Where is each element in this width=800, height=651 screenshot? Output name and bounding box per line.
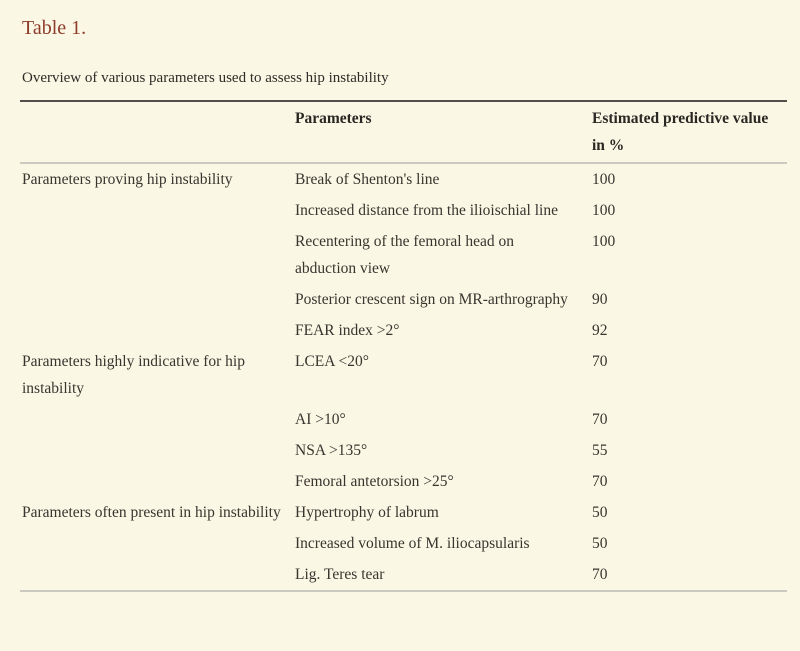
group-label-cell [20, 284, 293, 315]
table-title: Table 1. [22, 17, 87, 39]
parameter-cell: NSA >135° [295, 442, 368, 459]
header-row: Parameters Estimated predictive value in… [20, 101, 787, 164]
group-label-cell: Parameters proving hip instability [22, 171, 233, 188]
value-cell: 90 [592, 291, 608, 308]
group-label-cell [20, 435, 293, 466]
parameter-cell: LCEA <20° [295, 353, 369, 370]
value-cell: 70 [592, 353, 608, 370]
parameter-cell: Femoral antetorsion >25° [295, 473, 454, 490]
value-cell: 100 [592, 202, 616, 219]
table-row: Recentering of the femoral head on abduc… [20, 226, 787, 284]
parameter-cell: Increased volume of M. iliocapsularis [295, 535, 530, 552]
parameter-cell: Recentering of the femoral head on abduc… [295, 233, 515, 277]
value-cell: 55 [592, 442, 608, 459]
value-cell: 100 [592, 233, 616, 250]
table-row: Femoral antetorsion >25° 70 [20, 466, 787, 497]
parameter-cell: Increased distance from the ilioischial … [295, 202, 558, 219]
table-row: NSA >135° 55 [20, 435, 787, 466]
parameter-cell: FEAR index >2° [295, 322, 400, 339]
header-parameters: Parameters [293, 101, 590, 164]
group-label-cell [20, 226, 293, 284]
value-cell: 70 [592, 473, 608, 490]
parameter-cell: Break of Shenton's line [295, 171, 440, 188]
group-label-cell: Parameters often present in hip instabil… [22, 504, 281, 521]
group-label-cell [20, 404, 293, 435]
parameter-cell: Posterior crescent sign on MR-arthrograp… [295, 291, 568, 308]
group-label-cell [20, 559, 293, 591]
table-row: Increased distance from the ilioischial … [20, 195, 787, 226]
table-section: Table 1. Overview of various parameters … [20, 14, 787, 592]
value-cell: 92 [592, 322, 608, 339]
table-row: FEAR index >2° 92 [20, 315, 787, 346]
parameter-cell: Lig. Teres tear [295, 566, 385, 583]
table-row: Parameters proving hip instability Break … [20, 163, 787, 195]
value-cell: 70 [592, 411, 608, 428]
value-cell: 50 [592, 535, 608, 552]
table-row: Increased volume of M. iliocapsularis 50 [20, 528, 787, 559]
parameter-cell: AI >10° [295, 411, 346, 428]
table-row: Posterior crescent sign on MR-arthrograp… [20, 284, 787, 315]
table-header: Parameters Estimated predictive value in… [20, 101, 787, 164]
value-cell: 70 [592, 566, 608, 583]
table-row: Lig. Teres tear 70 [20, 559, 787, 591]
parameters-table: Parameters Estimated predictive value in… [20, 100, 787, 592]
table-body: Parameters proving hip instability Break … [20, 163, 787, 591]
table-row: Parameters highly indicative for hip ins… [20, 346, 787, 404]
table-row: Parameters often present in hip instabil… [20, 497, 787, 528]
group-label-cell [20, 466, 293, 497]
group-label-cell: Parameters highly indicative for hip ins… [22, 353, 245, 397]
group-label-cell [20, 528, 293, 559]
value-cell: 100 [592, 171, 616, 188]
group-label-cell [20, 315, 293, 346]
header-group-column [20, 101, 293, 164]
group-label-cell [20, 195, 293, 226]
value-cell: 50 [592, 504, 608, 521]
header-predictive-value: Estimated predictive value in % [590, 101, 787, 164]
parameter-cell: Hypertrophy of labrum [295, 504, 439, 521]
table-row: AI >10° 70 [20, 404, 787, 435]
table-caption: Overview of various parameters used to a… [22, 70, 389, 86]
